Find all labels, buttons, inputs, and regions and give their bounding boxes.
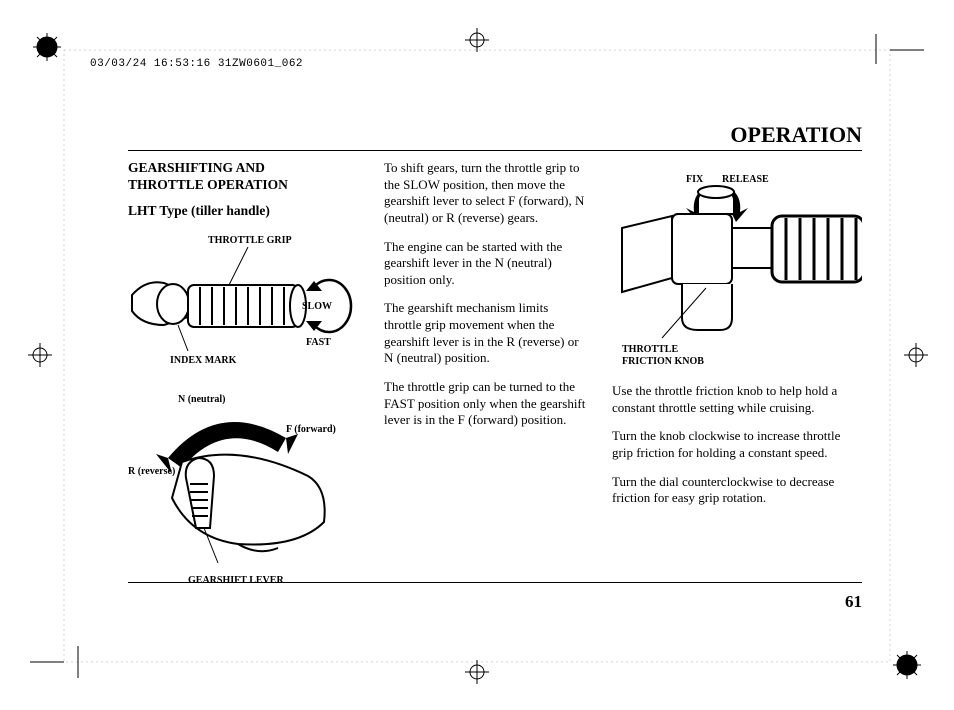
page-title: OPERATION bbox=[730, 122, 862, 148]
illustration-throttle-grip: THROTTLE GRIP bbox=[128, 229, 358, 384]
illustration-friction-knob: FIX RELEASE bbox=[612, 168, 862, 373]
para-use-knob: Use the throttle friction knob to help h… bbox=[612, 383, 862, 416]
label-throttle-grip: THROTTLE GRIP bbox=[208, 235, 292, 246]
label-index-mark: INDEX MARK bbox=[170, 355, 237, 366]
illustration-gearshift: N (neutral) F (forward) R (reverse) bbox=[128, 388, 358, 613]
column-1: GEARSHIFTING AND THROTTLE OPERATION LHT … bbox=[128, 160, 358, 638]
heading-gearshifting: GEARSHIFTING AND THROTTLE OPERATION bbox=[128, 160, 358, 194]
label-fast: FAST bbox=[306, 337, 331, 348]
header-stamp: 03/03/24 16:53:16 31ZW0601_062 bbox=[90, 58, 303, 70]
label-friction-knob: FRICTION KNOB bbox=[622, 356, 704, 367]
para-mechanism-limits: The gearshift mechanism limits throttle … bbox=[384, 300, 586, 367]
page-number: 61 bbox=[845, 592, 862, 612]
label-n-neutral: N (neutral) bbox=[178, 394, 226, 405]
para-engine-start: The engine can be started with the gears… bbox=[384, 239, 586, 289]
label-release: RELEASE bbox=[722, 174, 769, 185]
label-slow: SLOW bbox=[302, 301, 332, 312]
label-gearshift-lever: GEARSHIFT LEVER bbox=[188, 575, 284, 586]
page-root: 03/03/24 16:53:16 31ZW0601_062 OPERATION… bbox=[0, 0, 954, 710]
subheading-lht: LHT Type (tiller handle) bbox=[128, 202, 358, 219]
heading-line2: THROTTLE OPERATION bbox=[128, 177, 288, 192]
para-shift-gears: To shift gears, turn the throttle grip t… bbox=[384, 160, 586, 227]
label-fix: FIX bbox=[686, 174, 704, 185]
heading-line1: GEARSHIFTING AND bbox=[128, 160, 265, 175]
content-columns: GEARSHIFTING AND THROTTLE OPERATION LHT … bbox=[128, 160, 862, 638]
rule-top bbox=[128, 150, 862, 151]
rule-bottom bbox=[128, 582, 862, 583]
para-turn-clockwise: Turn the knob clockwise to increase thro… bbox=[612, 428, 862, 461]
para-turn-counterclockwise: Turn the dial counterclockwise to decrea… bbox=[612, 474, 862, 507]
label-f-forward: F (forward) bbox=[286, 424, 336, 435]
label-throttle-friction: THROTTLE bbox=[622, 344, 678, 355]
column-2: To shift gears, turn the throttle grip t… bbox=[384, 160, 586, 638]
column-3: FIX RELEASE bbox=[612, 160, 862, 638]
para-fast-position: The throttle grip can be turned to the F… bbox=[384, 379, 586, 429]
